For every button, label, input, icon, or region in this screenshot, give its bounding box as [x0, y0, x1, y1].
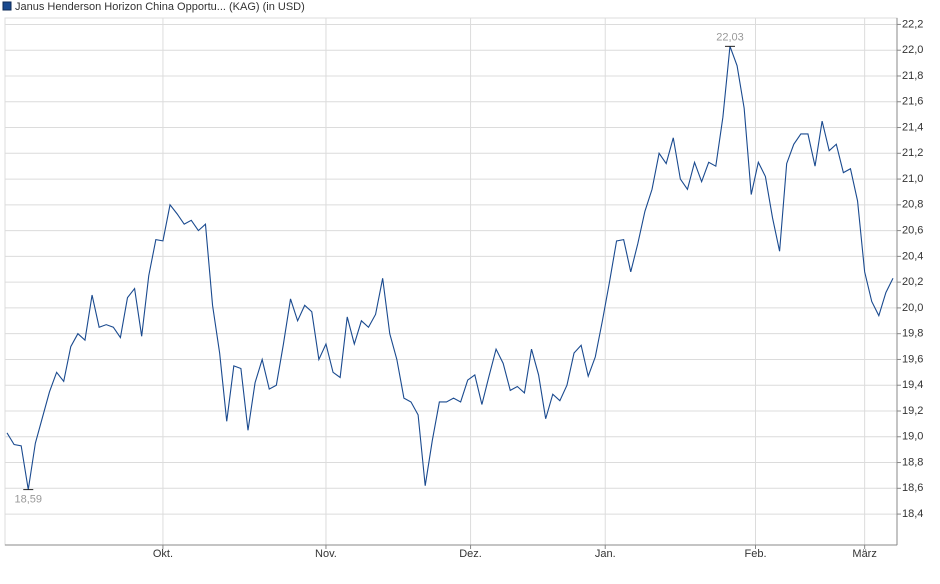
y-tick-label: 20,0 [902, 302, 923, 314]
y-tick-label: 22,0 [902, 44, 923, 56]
y-tick-label: 20,2 [902, 276, 923, 288]
plot-frame [4, 17, 898, 546]
annotation: 22,03 [716, 31, 744, 43]
y-tick-label: 22,2 [902, 18, 923, 30]
y-tick-label: 21,4 [902, 121, 923, 133]
y-tick-label: 20,4 [902, 250, 923, 262]
y-tick-label: 19,8 [902, 328, 923, 340]
x-tick-label: Okt. [153, 548, 173, 560]
x-tick-label: Jan. [595, 548, 616, 560]
y-tick-label: 21,8 [902, 70, 923, 82]
chart-title: Janus Henderson Horizon China Opportu...… [15, 1, 305, 13]
x-tick-label: Nov. [315, 548, 337, 560]
y-tick-label: 20,6 [902, 225, 923, 237]
y-tick-label: 18,8 [902, 456, 923, 468]
y-tick-label: 18,4 [902, 508, 923, 520]
y-tick-label: 21,6 [902, 96, 923, 108]
y-tick-label: 19,2 [902, 405, 923, 417]
legend-swatch [2, 1, 12, 11]
price-line [6, 46, 894, 490]
y-tick-label: 19,4 [902, 379, 923, 391]
y-tick-label: 19,6 [902, 353, 923, 365]
x-tick-label: Feb. [744, 548, 766, 560]
y-tick-label: 20,8 [902, 199, 923, 211]
y-tick-label: 19,0 [902, 431, 923, 443]
y-tick-label: 18,6 [902, 482, 923, 494]
annotation: 18,59 [14, 494, 42, 506]
y-tick-label: 21,0 [902, 173, 923, 185]
y-tick-label: 21,2 [902, 147, 923, 159]
x-tick-label: März [852, 548, 876, 560]
x-tick-label: Dez. [459, 548, 482, 560]
